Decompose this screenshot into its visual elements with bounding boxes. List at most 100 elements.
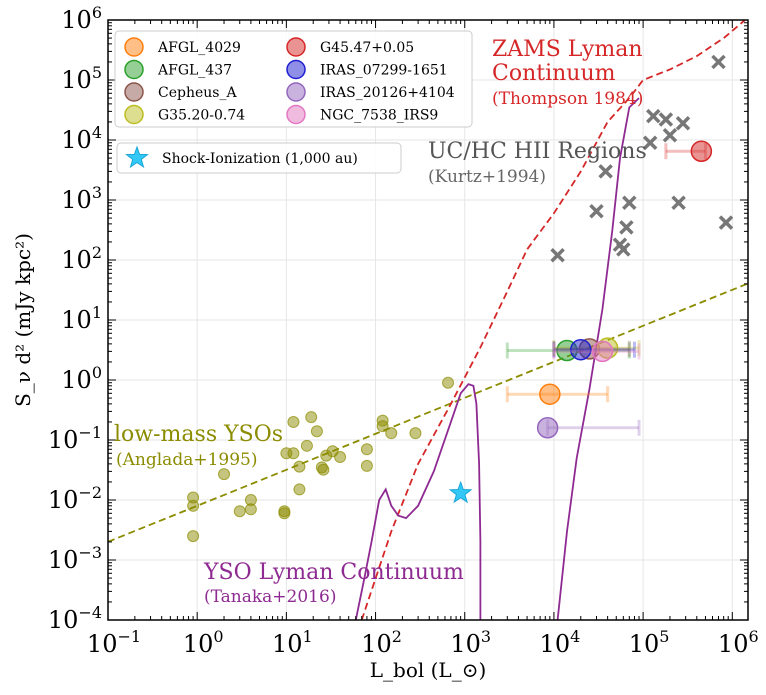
legend-marker [124,59,144,80]
source-marker [570,338,592,361]
legend-marker [286,82,306,102]
hii-region-marker-12 [675,116,691,131]
legend-item-IRAS_07299-1651: IRAS_07299-1651 [286,59,448,80]
hii-region-marker-9 [658,112,674,127]
zams-title-text: ZAMS Lyman [492,37,643,62]
lowmass-yso-point-25 [376,420,389,433]
y-tick-label--4: 10−4 [48,603,102,634]
shock-ionization-point [448,480,473,504]
legend-label: AFGL_437 [157,63,232,79]
lowmass-yso-point-11 [287,447,300,460]
axis-ticks [107,19,748,621]
lowmass-yso-point-6 [244,503,257,516]
lowmass-yso-point-28 [442,376,455,389]
hii-x-b [622,195,637,210]
x-tick-label-5: 105 [629,627,670,658]
lowmass-yso-point-22 [360,443,373,456]
y-tick-label-1: 101 [61,303,102,334]
source-point-NGC_7538_IRS9 [552,340,641,363]
lowmass-yso-point-8 [278,507,291,520]
hii-region-marker-14 [718,215,734,230]
shock-legend-star [125,145,149,169]
legend-box [114,30,473,128]
lowmass-yso-point-12 [293,460,306,473]
x-tick-label-6: 106 [718,627,759,658]
legend-item-IRAS_20126+4104: IRAS_20126+4104 [286,82,455,102]
legend-marker [286,104,306,125]
source-marker [690,140,713,162]
lowmass-ref-text: (Anglada+1995) [116,450,257,470]
hii-x-b [662,128,678,143]
x-tick-label-0: 100 [183,627,224,658]
legend-item-NGC_7538_IRS9: NGC_7538_IRS9 [286,104,438,125]
legend-marker [124,104,144,125]
source-point-G45.47+0.05 [664,140,713,162]
lowmass-yso-point-16 [310,425,323,438]
lowmass-yso-point-23 [360,459,373,472]
hii-region-marker-10 [662,128,678,143]
source-marker [536,417,559,439]
yso-curve [354,383,482,620]
hii-region-marker-0 [550,248,565,263]
x-tick-label--1: 10−1 [87,627,141,658]
lowmass-fit-line [108,282,748,543]
y-tick-label-5: 105 [61,63,102,94]
hii-region-marker-13 [711,54,726,70]
hii-region-marker-4 [616,242,631,257]
x-tick-label-2: 102 [361,627,402,658]
y-tick-label-6: 106 [61,3,102,34]
legend-label: Cepheus_A [158,85,237,101]
lowmass-yso-point-13 [293,483,306,496]
lowmass-yso-point-14 [300,439,313,452]
legend-label: G45.47+0.05 [320,40,414,56]
legend-label: IRAS_20126+4104 [320,85,455,101]
y-axis-title: S_ν d² (mJy kpc²) [11,233,35,407]
hii-x-b [550,248,565,263]
y-tick-label-4: 104 [61,123,102,154]
x-tick-label-3: 103 [450,627,491,658]
lowmass-yso-point-18 [317,463,330,476]
legend-item-AFGL_4029: AFGL_4029 [124,37,241,57]
lowmass-yso-point-15 [305,411,318,424]
legend-label: NGC_7538_IRS9 [320,108,438,124]
lowmass-yso-point-4 [233,505,246,518]
lowmass-yso-point-26 [385,427,398,440]
hii-x-b [711,54,726,70]
hii-region-marker-1 [589,203,604,219]
hii-region-marker-11 [671,195,686,210]
hii-ref-text: (Kurtz+1994) [428,167,546,187]
hii-x-b [718,215,734,230]
yso-ref-text: (Tanaka+2016) [204,587,336,607]
y-tick-label--3: 10−3 [48,543,102,574]
x-axis-title: L_bol (L_⊙) [370,658,487,682]
legend-item-G35.20-0.74: G35.20-0.74 [124,104,245,125]
legend-label: AFGL_4029 [157,40,241,56]
legend-marker [286,37,306,57]
lowmass-yso-point-21 [334,451,347,464]
source-marker [539,383,561,405]
hii-region-marker-8 [646,108,661,124]
x-tick-label-4: 104 [540,627,581,658]
lowmass-yso-point-10 [287,415,300,428]
hii-x-b [671,195,686,210]
hii-region-marker-2 [598,164,613,179]
legend-marker [124,82,144,102]
hii-x-b [619,220,634,235]
legend-marker [286,59,306,80]
legend-label: G35.20-0.74 [158,108,245,124]
shock-legend-label: Shock-Ionization (1,000 au) [162,151,358,167]
lowmass-yso-point-3 [218,468,231,481]
source-point-IRAS_20126+4104 [536,417,641,439]
hii-region-marker-5 [619,220,634,235]
legend-item-G45.47+0.05: G45.47+0.05 [286,37,414,57]
hii-region-marker-6 [622,195,637,210]
yso-curve-upper [556,97,640,620]
hii-x-b [616,242,631,257]
hii-x-b [598,164,613,179]
hii-region-marker-7 [642,135,658,150]
y-tick-label-3: 103 [61,183,102,214]
hii-title-text: UC/HC HII Regions [428,139,647,164]
zams-title2-text: Continuum [492,61,616,86]
y-tick-label-2: 102 [61,243,102,274]
